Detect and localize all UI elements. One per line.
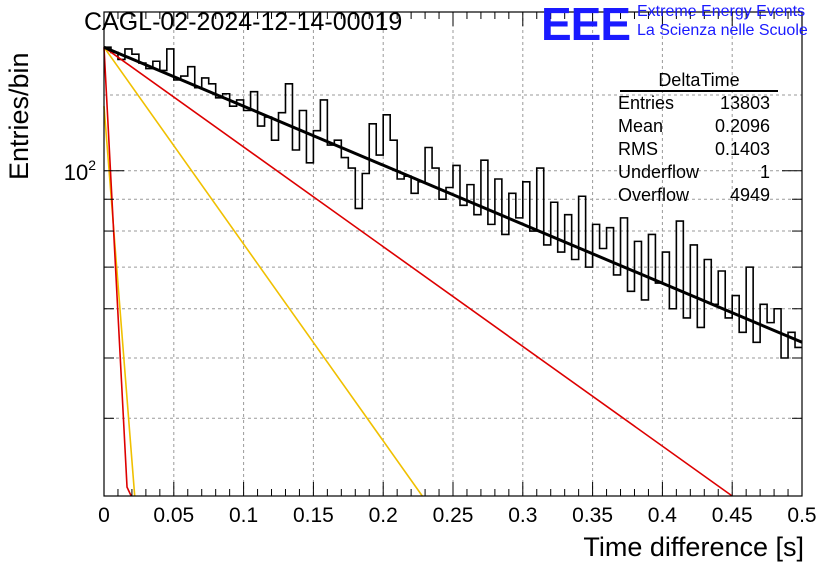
stats-value: 0.1403 [714,139,770,159]
grid-lines [104,12,802,497]
logo-caption-line-1: Extreme Energy Events [637,3,806,20]
y-tick-label: 102 [64,157,96,185]
stats-label: Entries [618,93,675,113]
x-axis-label: Time difference [s] [583,532,804,562]
x-tick-label: 0.25 [433,504,474,527]
stats-row: Entries 13803 [612,92,778,115]
stats-row: Mean 0.2096 [612,115,778,138]
x-tick-label: 0.2 [369,504,398,527]
eee-logo: EEE [541,0,631,50]
fit-line [103,45,803,344]
x-tick-label: 0.5 [787,504,816,527]
stats-row: Underflow 1 [612,161,778,184]
x-tick-label: 0.15 [293,504,334,527]
x-tick-label: 0 [98,504,110,527]
stats-box: DeltaTime Entries 13803 Mean 0.2096 RMS 0.1… [612,70,778,207]
component-line [103,46,733,497]
stats-label: Underflow [618,162,700,182]
logo-caption-line-2: La Scienza nelle Scuole [637,22,808,39]
stats-label: Overflow [618,185,690,205]
x-tick-label: 0.1 [229,504,258,527]
y-axis-label: Entries/bin [4,52,34,180]
stats-value: 4949 [729,185,770,205]
stats-title: DeltaTime [620,70,778,92]
stats-value: 0.2096 [714,116,770,136]
logo-caption: Extreme Energy Events La Scienza nelle S… [637,2,808,40]
component-line [103,47,132,497]
x-tick-label: 0.3 [508,504,537,527]
x-tick-label: 0.05 [153,504,194,527]
x-tick-label: 0.35 [572,504,613,527]
chart-title: CAGL-02-2024-12-14-00019 [84,8,403,36]
stats-value: 1 [759,162,770,182]
stats-value: 13803 [719,93,770,113]
axis-ticks: 0 0.05 0.1 0.15 0.2 0.25 0.3 0.35 0.4 0.45 0.5 102 [64,12,817,527]
x-tick-label: 0.4 [648,504,678,527]
component-line [103,106,136,497]
stats-row: Overflow 4949 [612,184,778,207]
stats-label: RMS [618,139,658,159]
component-line [103,46,423,497]
stats-row: RMS 0.1403 [612,138,778,161]
stats-label: Mean [618,116,664,136]
x-tick-label: 0.45 [712,504,753,527]
